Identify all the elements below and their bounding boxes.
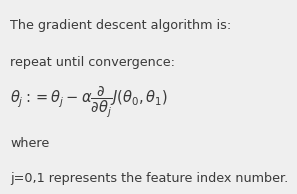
Text: where: where: [10, 137, 50, 150]
Text: $\theta_j := \theta_j - \alpha\dfrac{\partial}{\partial\theta_j} J(\theta_0, \th: $\theta_j := \theta_j - \alpha\dfrac{\pa…: [10, 85, 168, 120]
Text: j=0,1 represents the feature index number.: j=0,1 represents the feature index numbe…: [10, 172, 289, 185]
Text: repeat until convergence:: repeat until convergence:: [10, 55, 176, 69]
Text: The gradient descent algorithm is:: The gradient descent algorithm is:: [10, 19, 232, 32]
